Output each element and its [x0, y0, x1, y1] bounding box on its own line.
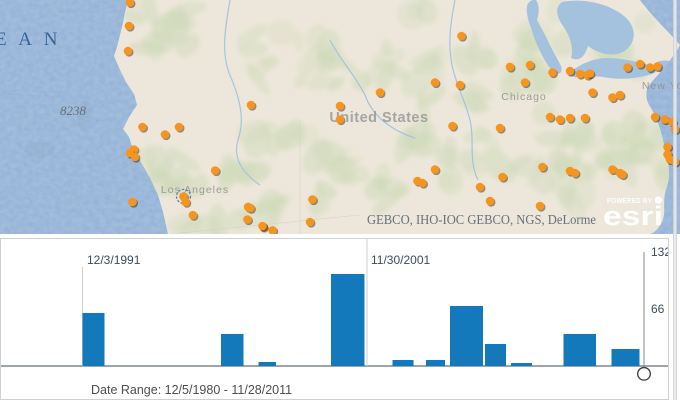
- svg-text:GEBCO, IHO-IOC GEBCO, NGS, DeL: GEBCO, IHO-IOC GEBCO, NGS, DeLorme: [367, 212, 596, 227]
- svg-text:Chicago: Chicago: [501, 91, 547, 103]
- svg-text:8238: 8238: [60, 103, 87, 118]
- svg-text:12/3/1991: 12/3/1991: [87, 253, 141, 267]
- svg-text:E A N: E A N: [0, 29, 61, 50]
- svg-text:Los Angeles: Los Angeles: [161, 184, 229, 196]
- svg-text:132: 132: [651, 245, 669, 259]
- svg-text:11/30/2001: 11/30/2001: [371, 253, 430, 267]
- svg-text:66: 66: [651, 302, 665, 316]
- svg-text:Date Range: 12/5/1980 - 11/28/: Date Range: 12/5/1980 - 11/28/2011: [91, 383, 292, 397]
- svg-text:esri: esri: [603, 201, 663, 231]
